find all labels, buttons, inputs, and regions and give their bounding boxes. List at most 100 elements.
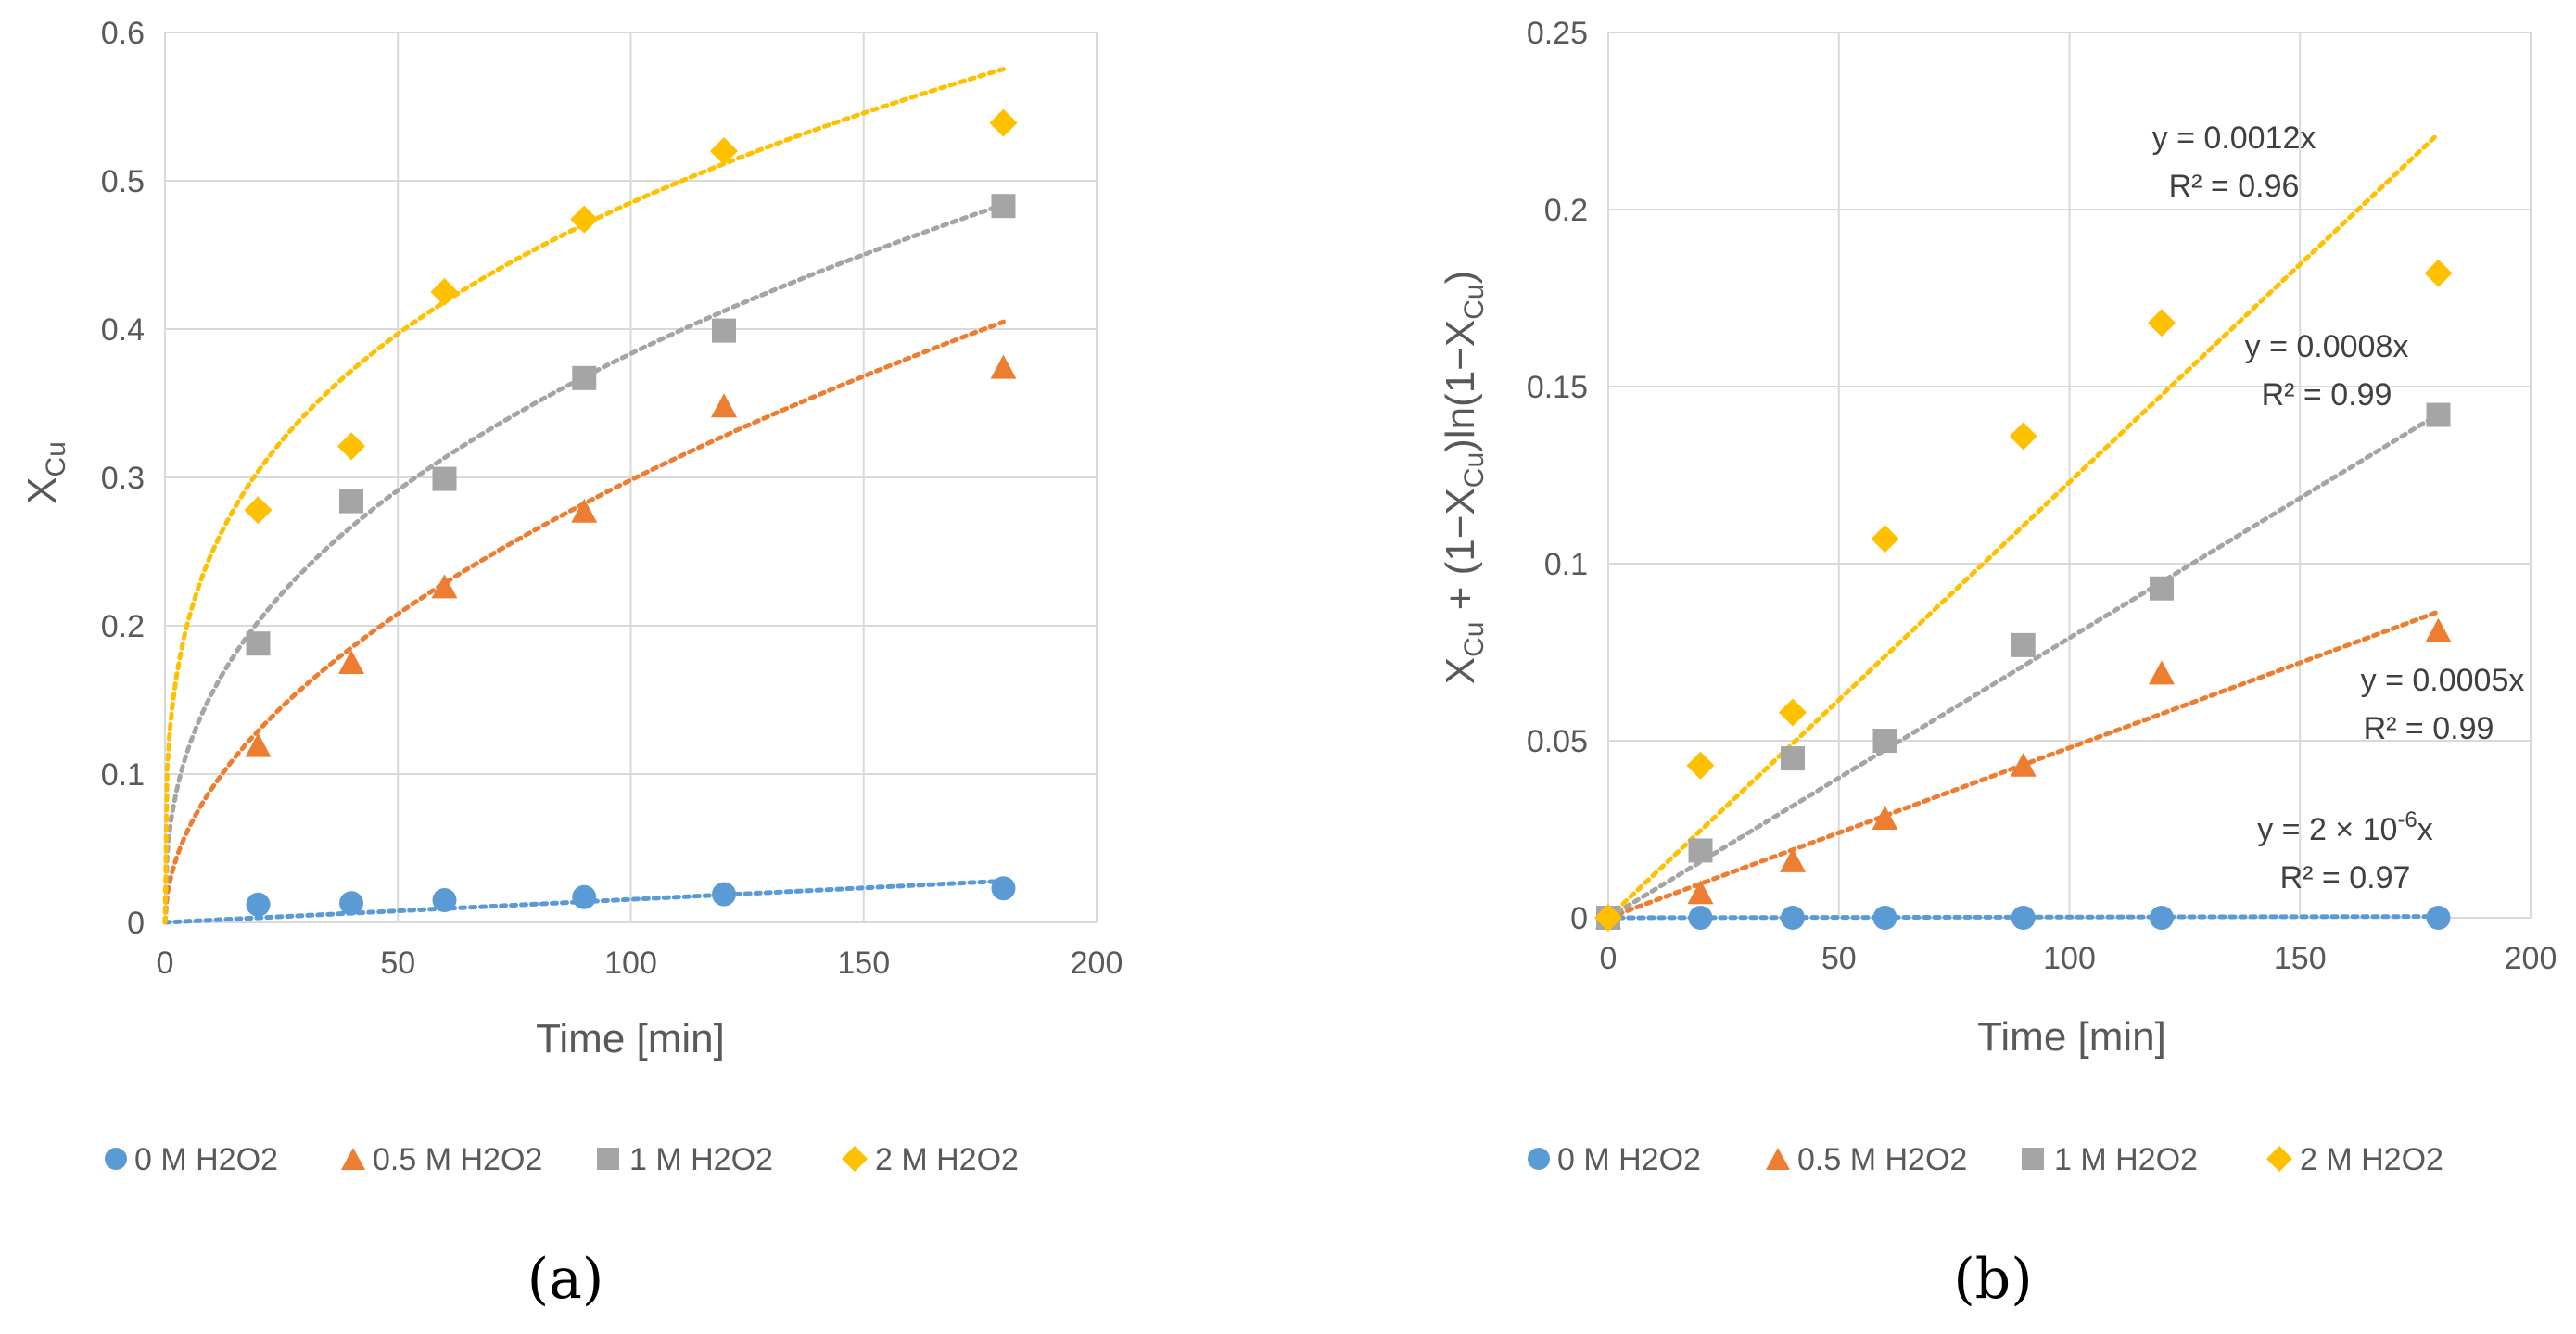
legend-b-marker-2m: [2266, 1146, 2292, 1172]
legend-a-label-05m: 0.5 M H2O2: [373, 1142, 542, 1177]
legend-b-marker-0m: [1528, 1148, 1550, 1170]
chart-b-trendlines: [1605, 131, 2441, 921]
data-point-square: [339, 489, 363, 514]
data-point-diamond: [570, 205, 599, 234]
panel-label-b: (b): [1953, 1247, 2032, 1312]
annotation-1m-equation: y = 0.0008x: [2245, 329, 2409, 364]
data-point-triangle: [338, 650, 364, 674]
data-point-circle: [572, 884, 597, 909]
data-point-square: [991, 194, 1016, 219]
data-point-diamond: [1779, 698, 1807, 727]
data-point-triangle: [2010, 752, 2037, 777]
x-tick-label: 0: [157, 946, 174, 981]
data-point-triangle: [431, 574, 458, 599]
annotation-2m-equation: y = 0.0012x: [2152, 121, 2316, 156]
chart-b-legend: 0 M H2O2 0.5 M H2O2 1 M H2O2 2 M H2O2: [1528, 1142, 2443, 1177]
data-point-diamond: [337, 432, 365, 461]
data-point-square: [572, 365, 597, 390]
annotation-05m-equation: y = 0.0005x: [2361, 663, 2525, 698]
data-point-circle: [2426, 906, 2451, 930]
data-point-triangle: [711, 393, 737, 418]
data-point-circle: [712, 882, 736, 907]
legend-b-label-05m: 0.5 M H2O2: [1797, 1142, 1967, 1177]
chart-a-legend: 0 M H2O2 0.5 M H2O2 1 M H2O2 2 M H2O2: [105, 1142, 1019, 1177]
y-tick-label: 0.25: [1527, 16, 1588, 51]
chart-b-annotations: y = 0.0012x R² = 0.96 y = 0.0008x R² = 0…: [2152, 121, 2525, 896]
x-tick-label: 0: [1600, 941, 1618, 976]
legend-b-label-1m: 1 M H2O2: [2054, 1142, 2198, 1177]
legend-b-label-0m: 0 M H2O2: [1557, 1142, 1701, 1177]
chart-b-gridlines: [1607, 32, 2532, 919]
data-point-triangle: [1872, 806, 1898, 831]
legend-a-marker-2m: [842, 1146, 868, 1172]
data-point-square: [1872, 729, 1897, 753]
trendline-diamond: [1605, 131, 2441, 921]
y-tick-label: 0: [127, 906, 145, 941]
legend-a-marker-05m: [341, 1148, 365, 1170]
y-tick-label: 0.2: [1544, 193, 1588, 228]
annotation-05m-r2: R² = 0.99: [2364, 711, 2494, 746]
chart-b-points: [1594, 259, 2453, 932]
chart-a-trendlines: [162, 67, 1006, 925]
legend-a-label-2m: 2 M H2O2: [875, 1142, 1019, 1177]
y-tick-label: 0.15: [1527, 370, 1588, 405]
trendline-square: [1605, 412, 2441, 921]
chart-b-x-axis-title: Time [min]: [1977, 1014, 2166, 1060]
data-point-diamond: [710, 137, 738, 165]
data-point-circle: [1781, 906, 1805, 930]
legend-b-label-2m: 2 M H2O2: [2300, 1142, 2443, 1177]
trendline-diamond: [162, 67, 1006, 925]
panel-label-a: (a): [527, 1247, 604, 1312]
data-point-triangle: [2425, 617, 2452, 642]
data-point-triangle: [245, 732, 272, 757]
y-tick-label: 0.3: [101, 461, 145, 496]
chart-a-x-axis-title: Time [min]: [536, 1016, 725, 1061]
data-point-diamond: [2009, 422, 2037, 451]
y-tick-label: 0.05: [1527, 724, 1588, 759]
data-point-circle: [1872, 906, 1897, 930]
x-tick-label: 50: [380, 946, 415, 981]
data-point-triangle: [571, 498, 598, 523]
data-point-diamond: [430, 278, 459, 306]
data-point-square: [432, 466, 457, 491]
annotation-1m-r2: R² = 0.99: [2262, 377, 2392, 413]
data-point-square: [712, 318, 736, 343]
legend-a-marker-1m: [597, 1148, 619, 1170]
data-point-diamond: [1686, 751, 1715, 780]
x-tick-label: 100: [604, 946, 657, 981]
data-point-circle: [2011, 906, 2036, 930]
data-point-triangle: [990, 354, 1017, 379]
data-point-diamond: [2424, 259, 2453, 287]
data-point-triangle: [1780, 847, 1806, 872]
x-tick-label: 150: [2274, 941, 2327, 976]
trendline-square: [162, 202, 1006, 925]
y-tick-label: 0.5: [101, 164, 145, 199]
data-point-square: [2426, 402, 2451, 427]
data-point-diamond: [1594, 904, 1622, 932]
chart-a-tick-labels: 0 0.1 0.2 0.3 0.4 0.5 0.6 0 50 100 150 200: [101, 16, 1123, 981]
chart-b-y-axis-title: XCu + (1−XCu)ln(1−XCu): [1438, 271, 1490, 684]
x-tick-label: 200: [1071, 946, 1123, 981]
y-tick-label: 0.6: [101, 16, 145, 51]
data-point-circle: [1688, 906, 1713, 930]
legend-b-marker-05m: [1766, 1148, 1790, 1170]
data-point-circle: [339, 891, 363, 916]
y-tick-label: 0.1: [1544, 547, 1588, 582]
y-tick-label: 0.4: [101, 312, 145, 348]
data-point-square: [2011, 632, 2036, 657]
data-point-square: [1781, 746, 1805, 771]
trendline-circle: [1605, 914, 2441, 921]
legend-b-marker-1m: [2022, 1148, 2044, 1170]
data-point-triangle: [1687, 880, 1714, 905]
data-point-circle: [432, 888, 457, 912]
data-point-square: [1688, 838, 1713, 863]
annotation-2m-r2: R² = 0.96: [2169, 169, 2300, 204]
annotation-0m-equation: y = 2 × 10-6x: [2257, 807, 2433, 847]
y-tick-label: 0: [1570, 901, 1588, 936]
legend-a-label-0m: 0 M H2O2: [134, 1142, 278, 1177]
chart-b: 0 0.05 0.1 0.15 0.2 0.25 0 50 100 150 200 Time [mi…: [1438, 16, 2557, 1312]
data-point-diamond: [989, 108, 1018, 137]
x-tick-label: 100: [2043, 941, 2096, 976]
chart-b-tick-labels: 0 0.05 0.1 0.15 0.2 0.25 0 50 100 150 200: [1527, 16, 2557, 976]
data-point-diamond: [1871, 525, 1899, 553]
